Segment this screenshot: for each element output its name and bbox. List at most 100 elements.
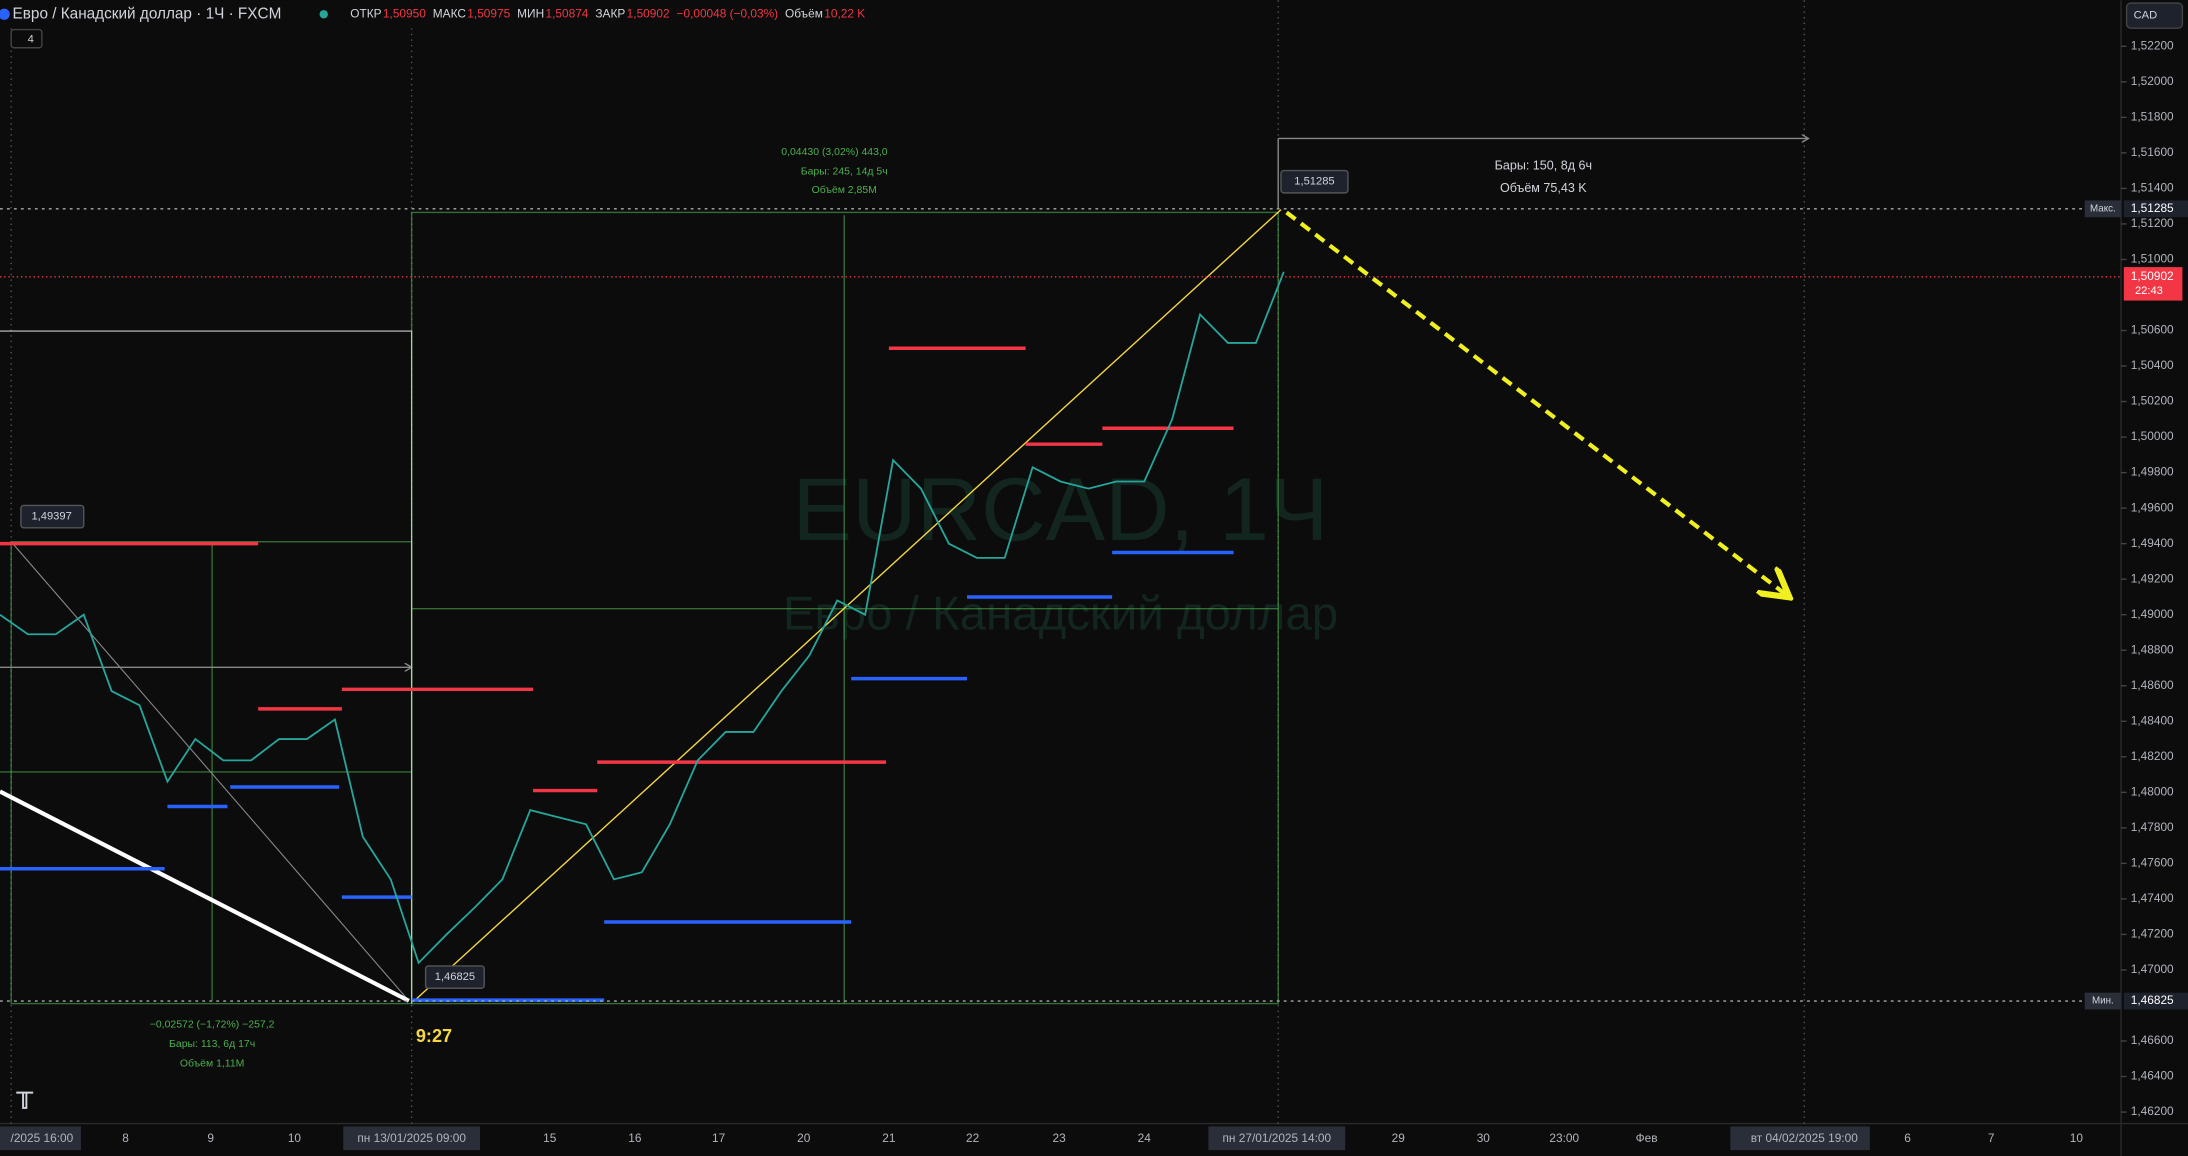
x-tick-label: 17	[712, 1131, 725, 1145]
x-tick-label: 30	[1477, 1131, 1491, 1145]
projection-text: Объём 75,43 K	[1500, 181, 1587, 195]
tag-value: 1,51285	[2131, 201, 2174, 215]
y-tick-label: 1,46600	[2131, 1033, 2174, 1047]
ohlc-label: ЗАКР	[595, 6, 625, 20]
ohlc-label: МИН	[517, 6, 544, 20]
ohlc-value: 1,50874	[546, 6, 589, 20]
time-highlight	[1730, 1126, 1870, 1151]
measure-text: Объём 2,85M	[812, 184, 877, 196]
ohlc-value: 10,22 K	[824, 6, 865, 20]
y-tick-label: 1,51800	[2131, 109, 2174, 123]
x-tick-label: 23	[1053, 1131, 1067, 1145]
y-tick-label: 1,48000	[2131, 784, 2174, 798]
projection-text: Бары: 150, 8д 6ч	[1495, 159, 1592, 173]
x-tick-label: 22	[966, 1131, 979, 1145]
x-tick-label: 29	[1392, 1131, 1406, 1145]
watermark-symbol: EURCAD, 1Ч	[793, 459, 1329, 559]
time-highlight	[343, 1126, 481, 1151]
tag-label: Мин.	[2092, 996, 2114, 1007]
y-tick-label: 1,51400	[2131, 181, 2174, 195]
label-box	[20, 504, 85, 529]
time-highlight	[1208, 1126, 1346, 1151]
ohlc: ОТКР 1,50950 МАКС 1,50975 МИН 1,50874 ЗАКР 1,50…	[350, 6, 865, 20]
y-tick-label: 1,47200	[2131, 927, 2174, 941]
tag-value: 1,46825	[2131, 993, 2174, 1007]
ohlc-label: ОТКР	[350, 6, 381, 20]
status-dot	[319, 10, 328, 19]
time-highlight	[0, 1126, 81, 1151]
swing-low-label: 1,46825	[435, 971, 475, 983]
ohlc-value: 1,50902	[627, 6, 670, 20]
ohlc-value: 1,50975	[467, 6, 510, 20]
y-tick-label: 1,48600	[2131, 678, 2174, 692]
indicators-toggle[interactable]	[10, 28, 43, 49]
label-box	[424, 965, 485, 989]
x-tick-label: 23:00	[1549, 1131, 1579, 1145]
logo: 𝕋	[16, 1089, 34, 1114]
y-tick-label: 1,50400	[2131, 358, 2174, 372]
y-tick-label: 1,49000	[2131, 607, 2174, 621]
y-tick-label: 1,51000	[2131, 252, 2174, 266]
y-tick-label: 1,48200	[2131, 749, 2174, 763]
label-box	[1280, 169, 1349, 194]
x-tick-label: 7	[1988, 1131, 1995, 1145]
y-tick-label: 1,51200	[2131, 216, 2174, 230]
y-tick-label: 1,49400	[2131, 536, 2174, 550]
peak-label: 1,51285	[1294, 176, 1334, 188]
x-tick-label: 10	[288, 1131, 302, 1145]
ohlc-value: −0,00048 (−0,03%)	[677, 6, 779, 20]
x-tick-label: вт 04/02/2025 19:00	[1751, 1131, 1858, 1145]
measure-text: Бары: 245, 14д 5ч	[801, 167, 888, 178]
y-tick-label: 1,51600	[2131, 145, 2174, 159]
y-tick-label: 1,50600	[2131, 323, 2174, 337]
tag-box	[2123, 992, 2188, 1010]
last-price-box	[2123, 267, 2183, 301]
plot	[0, 271, 1285, 1002]
x-tick-label: 16	[628, 1131, 642, 1145]
measure-text: Бары: 113, 6д 17ч	[169, 1039, 255, 1050]
price-line	[0, 271, 1285, 965]
indicators-count: 4	[28, 33, 34, 45]
tag-box	[2084, 992, 2122, 1010]
y-tick-label: 1,47800	[2131, 820, 2174, 834]
x-tick-label: 6	[1904, 1131, 1911, 1145]
x-tick-label: 21	[882, 1131, 896, 1145]
ohlc-label: МАКС	[433, 6, 467, 20]
symbol-icon	[0, 8, 10, 20]
y-tick-label: 1,50200	[2131, 394, 2174, 408]
header-bg	[0, 0, 894, 29]
trend-line	[0, 789, 410, 1003]
x-tick-label: 8	[122, 1131, 129, 1145]
x-tick-label: 10	[2070, 1131, 2084, 1145]
y-tick-label: 1,52000	[2131, 74, 2174, 88]
y-tick-label: 1,49200	[2131, 571, 2174, 585]
y-tick-label: 1,46400	[2131, 1069, 2174, 1083]
projection-arrow	[1285, 210, 1787, 594]
measure-text: Объём 1,11M	[180, 1057, 244, 1069]
swing-high-label: 1,49397	[31, 511, 71, 523]
ohlc-value: 1,50950	[383, 6, 426, 20]
tag-box	[2084, 200, 2122, 218]
y-tick-label: 1,47400	[2131, 891, 2174, 905]
currency: CAD	[2134, 10, 2158, 22]
y-tick-label: 1,49800	[2131, 465, 2174, 479]
ohlc-label: Объём	[785, 6, 823, 20]
time-mark: 9:27	[416, 1026, 452, 1046]
x-tick-label: 20	[797, 1131, 811, 1145]
tag-box	[2123, 200, 2188, 218]
y-tick-label: 1,48400	[2131, 713, 2174, 727]
trend-line	[415, 209, 1282, 1000]
x-tick-label: 24	[1138, 1131, 1152, 1145]
x-tick-label: пн 27/01/2025 14:00	[1223, 1131, 1332, 1145]
x-tick-label: /2025 16:00	[11, 1131, 74, 1145]
x-tick-label: 9	[207, 1131, 214, 1145]
y-tick-label: 1,50000	[2131, 429, 2174, 443]
y-tick-label: 1,49600	[2131, 500, 2174, 514]
y-tick-label: 1,47000	[2131, 962, 2174, 976]
measure-text: −0,02572 (−1,72%) −257,2	[150, 1019, 275, 1030]
symbol-title[interactable]: Евро / Канадский доллар · 1Ч · FXCM	[13, 5, 282, 22]
currency-button[interactable]	[2125, 2, 2184, 29]
